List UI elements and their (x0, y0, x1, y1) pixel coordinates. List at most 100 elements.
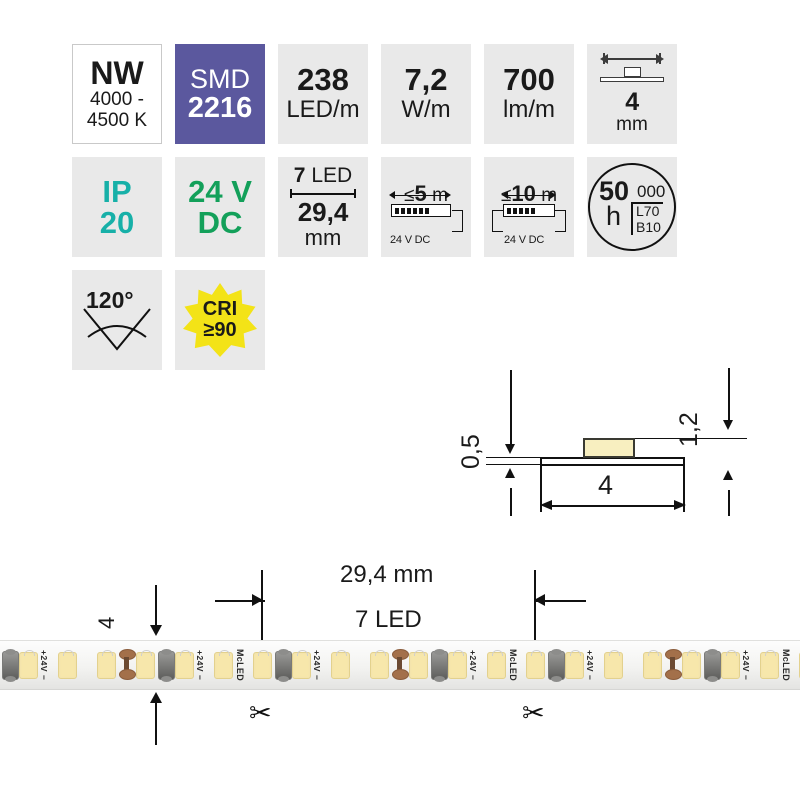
spec-cell-color-temperature: NW 4000 - 4500 K (72, 44, 162, 144)
spec-row-3: 120° CRI ≥90 (72, 270, 677, 370)
solder-pad (665, 649, 682, 680)
led-emitter (253, 650, 272, 679)
brand-marking: McLED (508, 649, 518, 682)
led-emitter (292, 650, 311, 679)
cct-code: NW (90, 54, 144, 91)
voltage-marking: +24V − (312, 650, 322, 681)
ip-label: IP (102, 174, 132, 209)
lifetime-value: 50 (599, 176, 630, 206)
spec-icon-grid: NW 4000 - 4500 K SMD 2216 238 LED/m 7,2 … (72, 44, 677, 383)
cut-leds-count: 7 (293, 163, 306, 187)
flux-unit: lm/m (503, 96, 555, 124)
double-feed-diagram: 24 V DC (490, 191, 568, 247)
spec-cell-power: 7,2 W/m (381, 44, 471, 144)
cct-range-line2: 4500 K (86, 110, 148, 131)
brand-marking: McLED (235, 649, 245, 682)
spec-cell-max-run-single-feed: ≤5 m 24 V DC (381, 157, 471, 257)
led-emitter (682, 650, 701, 679)
lifetime-thousands: 000 (637, 182, 666, 201)
resistor (431, 649, 448, 682)
led-emitter (565, 650, 584, 679)
led-emitter (526, 650, 545, 679)
cut-length-value: 29,4 (297, 196, 349, 227)
spec-cell-max-run-double-feed: ≤10 m 24 V DC (484, 157, 574, 257)
scissors-icon: ✂ (249, 698, 272, 728)
led-emitter (604, 650, 623, 679)
spec-cell-smd-type: SMD 2216 (175, 44, 265, 144)
pcb-thickness-label: 0,5 (457, 434, 485, 469)
spec-cell-strip-width: 4 mm (587, 44, 677, 144)
resistor (704, 649, 721, 682)
led-emitter (19, 650, 38, 679)
led-strip-image: +24V − +24V − McLED +24V − +24V − McLED +24V −… (0, 640, 800, 690)
pitch-label: 29,4 mm (340, 561, 434, 588)
cut-leds-word: LED (311, 163, 353, 187)
voltage-value: 24 V (188, 174, 252, 209)
spec-cell-led-density: 238 LED/m (278, 44, 368, 144)
feed-single-supply: 24 V DC (390, 234, 431, 246)
led-emitter (760, 650, 779, 679)
pitch-led-count: 7 LED (355, 606, 422, 633)
resistor (158, 649, 175, 682)
strip-width-label: 4 (94, 616, 119, 629)
width-value: 4 (625, 88, 639, 117)
lifetime-b-rating: B10 (636, 218, 661, 235)
lifetime-circle-icon: 50 000 h L70 B10 (588, 163, 676, 251)
feed-single-max: 5 (414, 180, 427, 206)
voltage-marking: +24V − (39, 650, 49, 681)
voltage-marking: +24V − (741, 650, 751, 681)
cct-range-line1: 4000 - (90, 88, 144, 110)
led-emitter (97, 650, 116, 679)
led-emitter (370, 650, 389, 679)
spec-cell-voltage: 24 V DC (175, 157, 265, 257)
flux-value: 700 (503, 62, 555, 98)
lifetime-unit: h (606, 201, 622, 231)
led-emitter (721, 650, 740, 679)
spec-cell-luminous-flux: 700 lm/m (484, 44, 574, 144)
cross-section-drawing: 0,5 1,2 4 (457, 360, 750, 530)
led-emitter (409, 650, 428, 679)
spec-row-1: NW 4000 - 4500 K SMD 2216 238 LED/m 7,2 … (72, 44, 677, 144)
spec-cell-cri: CRI ≥90 (175, 270, 265, 370)
cri-value: ≥90 (203, 319, 237, 341)
feed-double-max: 10 (511, 180, 536, 206)
led-emitter (643, 650, 662, 679)
voltage-type: DC (197, 205, 243, 240)
voltage-marking: +24V − (585, 650, 595, 681)
smd-label: SMD (190, 63, 250, 94)
resistor (548, 649, 565, 682)
solder-pad (119, 649, 136, 680)
voltage-marking: +24V − (195, 650, 205, 681)
beam-angle-icon: 120° (80, 289, 154, 351)
led-emitter (331, 650, 350, 679)
resistor (2, 649, 19, 682)
total-height-label: 1,2 (675, 412, 703, 447)
cri-label: CRI (202, 298, 238, 320)
spec-row-2: IP 20 24 V DC 7 LED 29,4 mm ≤5 (72, 157, 677, 257)
spec-cell-beam-angle: 120° (72, 270, 162, 370)
power-value: 7,2 (404, 62, 448, 98)
solder-pad (392, 649, 409, 680)
led-emitter (448, 650, 467, 679)
beam-angle-value: 120° (86, 287, 134, 313)
led-emitter (136, 650, 155, 679)
strip-width-icon (600, 52, 664, 86)
cut-length-unit: mm (304, 225, 342, 251)
led-emitter (175, 650, 194, 679)
cri-star-icon: CRI ≥90 (183, 283, 257, 357)
led-chip-shape (583, 438, 635, 458)
led-emitter (58, 650, 77, 679)
scissors-icon: ✂ (522, 698, 545, 728)
lifetime-l-rating: L70 (636, 203, 660, 219)
brand-marking: McLED (781, 649, 791, 682)
smd-type: 2216 (187, 91, 253, 124)
spec-cell-ip-rating: IP 20 (72, 157, 162, 257)
cross-section-width-label: 4 (598, 470, 614, 500)
width-unit: mm (616, 114, 648, 136)
spec-cell-lifetime: 50 000 h L70 B10 (587, 157, 677, 257)
voltage-marking: +24V − (468, 650, 478, 681)
led-strip-photo-section: 29,4 mm 7 LED 4 +24V − +24V − McLED +24V − +… (0, 555, 800, 785)
single-feed-diagram: 24 V DC (387, 191, 465, 247)
led-density-value: 238 (297, 62, 349, 98)
